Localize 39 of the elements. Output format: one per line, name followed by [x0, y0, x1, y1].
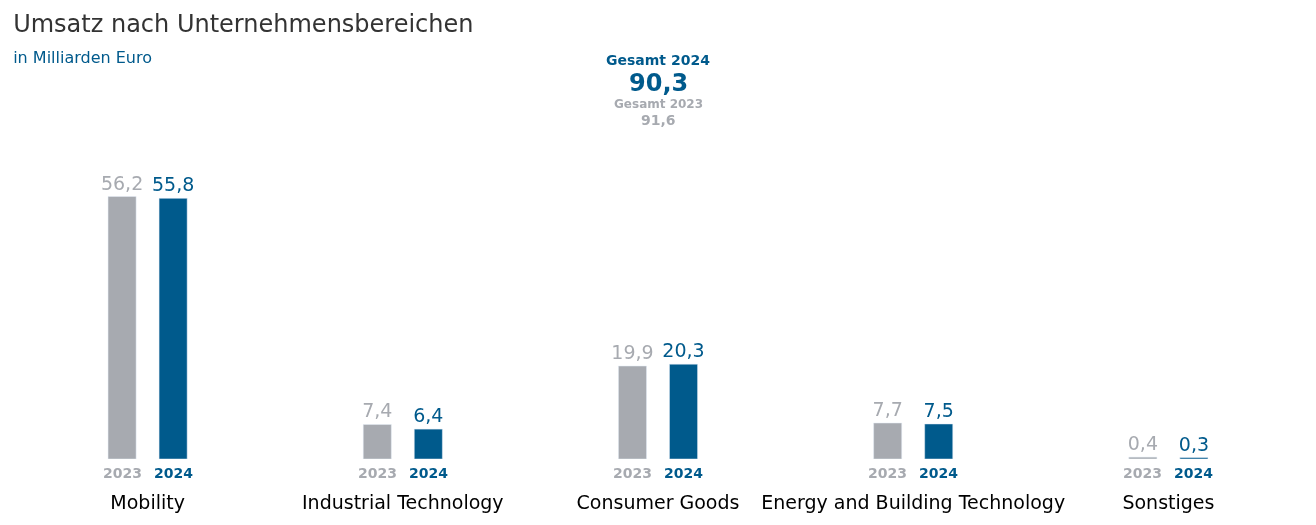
bar: [618, 365, 647, 459]
text: 2024: [919, 465, 958, 481]
text: 91,6: [641, 112, 676, 128]
text: Gesamt 2023: [614, 97, 704, 111]
x-tick-label: Industrial Technology: [302, 491, 504, 513]
text: 2024: [664, 465, 703, 481]
text: Gesamt 2024: [606, 52, 711, 68]
bar: [414, 428, 443, 459]
x-tick-label: Consumer Goods: [576, 491, 740, 513]
bar: [924, 423, 954, 459]
chart-subtitle: in Milliarden Euro: [13, 47, 153, 67]
data-label: 0,3: [1178, 432, 1210, 455]
series-label: 2024: [1174, 465, 1214, 481]
text: 2023: [358, 465, 397, 481]
bar: [362, 424, 392, 459]
x-tick-label: Energy and Building Technology: [761, 491, 1066, 513]
text: 2023: [613, 465, 652, 481]
data-label: 0,4: [1127, 432, 1158, 455]
data-label: 7,5: [923, 398, 954, 421]
x-tick-label: Mobility: [110, 491, 185, 513]
text: 90,3: [629, 69, 689, 97]
text: 2023: [1123, 465, 1162, 481]
bar: [873, 422, 902, 459]
series-label: 2023: [103, 465, 142, 481]
data-label: 6,4: [413, 404, 444, 427]
x-tick-label: Sonstiges: [1122, 491, 1215, 513]
data-label: 56,2: [100, 171, 144, 194]
chart-title: Umsatz nach Unternehmensbereichen: [13, 9, 474, 38]
data-label: 19,9: [611, 341, 654, 364]
bar: [158, 198, 188, 459]
bar: [107, 196, 137, 459]
data-label: 7,7: [872, 398, 903, 421]
text: 2024: [409, 465, 448, 481]
data-label: 55,8: [151, 173, 195, 196]
data-label: 7,4: [362, 399, 393, 422]
text: 2024: [154, 465, 193, 481]
bar: [669, 363, 698, 459]
data-label: 20,3: [662, 339, 705, 362]
text: 2023: [868, 465, 907, 481]
